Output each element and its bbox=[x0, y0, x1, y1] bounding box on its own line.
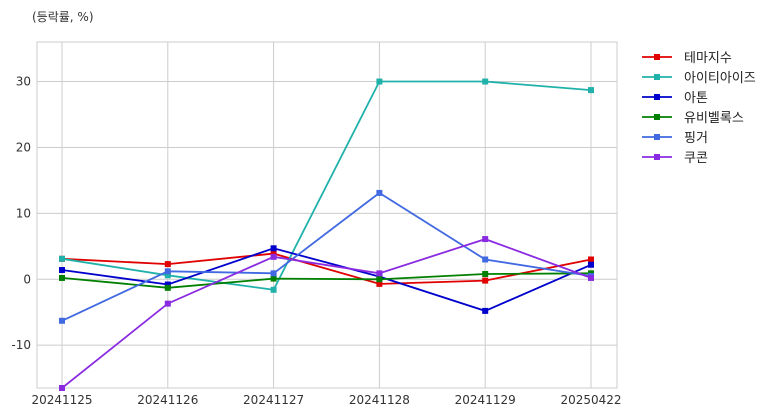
data-point bbox=[482, 236, 489, 243]
x-tick-label: 20241128 bbox=[349, 393, 410, 407]
data-point bbox=[59, 267, 65, 274]
legend-marker bbox=[654, 114, 660, 120]
data-point bbox=[270, 286, 277, 293]
legend-marker bbox=[654, 74, 660, 80]
legend-label: 유비벨록스 bbox=[684, 111, 744, 126]
data-point bbox=[59, 317, 65, 324]
data-point bbox=[588, 261, 594, 268]
data-point bbox=[270, 270, 277, 277]
data-point bbox=[164, 268, 171, 275]
series-line bbox=[61, 247, 592, 312]
data-point bbox=[482, 270, 489, 277]
data-point bbox=[270, 250, 277, 257]
plot-frame bbox=[36, 41, 618, 389]
legend-label: 쿠콘 bbox=[684, 151, 708, 166]
x-tick-label: 20241127 bbox=[243, 393, 304, 407]
series-line bbox=[61, 80, 592, 291]
data-point bbox=[164, 261, 171, 268]
data-point bbox=[482, 78, 489, 85]
data-point bbox=[482, 256, 489, 263]
data-point bbox=[270, 275, 277, 282]
data-point bbox=[482, 277, 489, 284]
x-tick-label: 20241129 bbox=[455, 393, 516, 407]
data-point bbox=[164, 272, 171, 279]
x-tick-label: 20241125 bbox=[31, 393, 92, 407]
data-point bbox=[588, 87, 594, 94]
data-point bbox=[376, 189, 383, 196]
data-point bbox=[270, 253, 277, 260]
data-point bbox=[588, 274, 594, 281]
legend-label: 아톤 bbox=[684, 91, 708, 106]
legend-label: 핑거 bbox=[684, 131, 708, 146]
data-point bbox=[376, 280, 383, 287]
data-point bbox=[59, 274, 65, 281]
legend-marker bbox=[654, 154, 660, 160]
x-tick-label: 20241126 bbox=[137, 393, 198, 407]
series-line bbox=[61, 191, 592, 322]
data-point bbox=[376, 78, 383, 85]
data-point bbox=[270, 245, 277, 252]
data-point bbox=[376, 276, 383, 283]
unit-label: (등락률, %) bbox=[32, 10, 94, 24]
data-point bbox=[59, 385, 65, 391]
legend-marker bbox=[654, 54, 660, 60]
y-tick-label: 0 bbox=[23, 272, 31, 286]
series-line bbox=[61, 272, 592, 289]
data-point bbox=[588, 256, 594, 263]
y-tick-label: 30 bbox=[16, 75, 31, 89]
data-point bbox=[164, 281, 171, 288]
y-tick-label: 20 bbox=[16, 140, 31, 154]
legend-marker bbox=[654, 94, 660, 100]
data-point bbox=[59, 255, 65, 262]
series-line bbox=[61, 238, 592, 389]
data-point bbox=[164, 284, 171, 291]
legend-marker bbox=[654, 134, 660, 140]
data-point bbox=[164, 300, 171, 307]
legend-label: 테마지수 bbox=[684, 51, 732, 66]
data-point bbox=[482, 307, 489, 314]
data-point bbox=[376, 270, 383, 277]
y-tick-label: -10 bbox=[11, 338, 31, 352]
series-line bbox=[61, 252, 592, 285]
legend-label: 아이티아이즈 bbox=[684, 71, 756, 86]
x-tick-label: 20250422 bbox=[560, 393, 621, 407]
y-tick-label: 10 bbox=[16, 206, 31, 220]
